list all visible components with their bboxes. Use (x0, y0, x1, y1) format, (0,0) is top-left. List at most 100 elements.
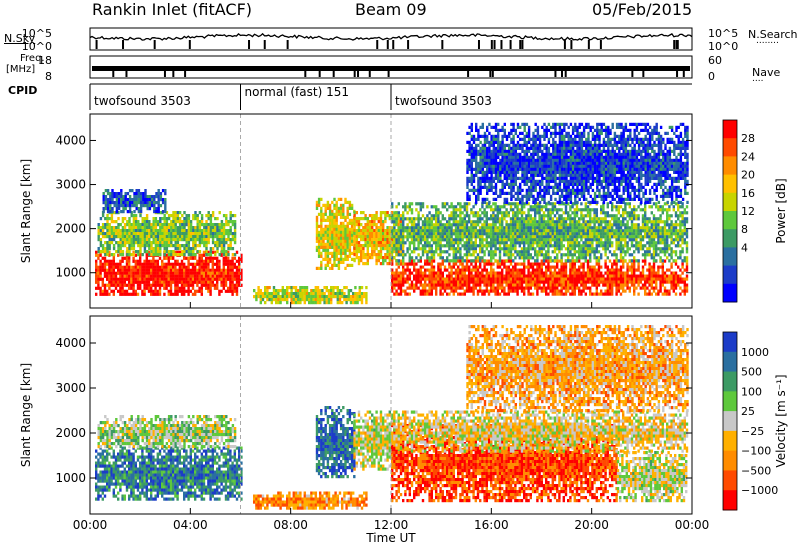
power-cell (335, 212, 338, 216)
power-cell (101, 262, 104, 266)
power-cell (163, 256, 166, 260)
power-cell (292, 301, 295, 305)
power-cell (379, 247, 383, 251)
power-cell (501, 271, 504, 275)
power-cell (452, 280, 455, 284)
power-cell (368, 226, 372, 230)
power-cell (156, 289, 159, 293)
power-cell (163, 271, 166, 275)
power-cell (435, 220, 438, 224)
power-cell (323, 301, 326, 305)
power-cell (479, 238, 482, 242)
power-cell (148, 220, 151, 224)
power-cell (410, 241, 414, 245)
power-cell (373, 232, 376, 236)
power-cell (417, 217, 420, 221)
power-cell (134, 229, 138, 233)
power-cell (461, 271, 464, 275)
power-cell (505, 265, 508, 269)
power-cell (109, 201, 112, 205)
power-cell (465, 241, 469, 245)
power-cell (326, 215, 330, 219)
power-cell (397, 277, 400, 281)
power-cell (536, 211, 539, 215)
power-cell (200, 241, 204, 245)
power-cell (145, 259, 148, 263)
power-cell (505, 259, 508, 263)
power-cell (463, 283, 466, 287)
power-cell (520, 280, 524, 284)
power-cell (487, 205, 491, 209)
power-cell (172, 280, 175, 284)
power-cell (211, 268, 214, 272)
power-cell (196, 232, 199, 236)
power-cell (209, 271, 212, 275)
power-cell (337, 242, 341, 246)
power-cell (435, 208, 438, 212)
power-cell (622, 262, 625, 266)
power-cell (553, 223, 557, 227)
power-cell (408, 202, 411, 206)
power-cell (560, 238, 563, 242)
power-cell (174, 250, 177, 254)
power-cell (476, 253, 480, 257)
power-cell (299, 298, 302, 302)
power-cell (536, 238, 539, 242)
power-cell (615, 292, 618, 296)
power-cell (126, 235, 129, 239)
power-cell (560, 229, 563, 233)
power-cell (315, 200, 319, 204)
power-cell (408, 268, 411, 272)
power-cell (402, 241, 405, 245)
power-cell (326, 227, 330, 231)
power-cell (159, 211, 162, 215)
power-cell (575, 286, 579, 290)
power-cell (670, 280, 673, 284)
power-cell (172, 262, 175, 266)
power-cell (527, 238, 530, 242)
power-cell (350, 233, 354, 237)
power-cell (391, 241, 394, 245)
power-cell (317, 230, 321, 234)
power-cell (597, 274, 601, 278)
power-cell (472, 211, 475, 215)
power-cell (200, 214, 204, 218)
power-cell (124, 195, 127, 199)
power-cell (167, 226, 171, 230)
power-cell (180, 265, 184, 269)
power-cell (463, 244, 466, 248)
power-cell (549, 235, 552, 239)
power-cell (119, 262, 122, 266)
power-cell (619, 268, 623, 272)
power-cell (218, 211, 221, 215)
power-cell (315, 221, 319, 225)
power-cell (196, 283, 199, 287)
power-cell (145, 262, 148, 266)
power-cell (268, 292, 271, 296)
power-cell (525, 265, 528, 269)
power-cell (196, 229, 199, 233)
power-cell (220, 241, 224, 245)
power-cell (231, 238, 235, 242)
power-cell (183, 244, 186, 248)
power-cell (494, 229, 497, 233)
power-cell (110, 274, 113, 278)
power-cell (547, 211, 550, 215)
power-cell (167, 244, 171, 248)
power-cell (527, 292, 530, 296)
power-cell (397, 250, 400, 254)
power-cell (509, 238, 513, 242)
power-cell (320, 221, 323, 225)
power-cell (315, 224, 319, 228)
power-cell (507, 229, 510, 233)
power-cell (474, 238, 477, 242)
power-cell (459, 256, 462, 260)
power-cell (553, 256, 557, 260)
power-cell (567, 223, 570, 227)
power-cell (421, 235, 425, 239)
power-cell (281, 295, 284, 299)
power-cell (545, 259, 548, 263)
power-cell (167, 274, 170, 278)
power-cell (99, 271, 102, 275)
power-cell (108, 265, 111, 269)
